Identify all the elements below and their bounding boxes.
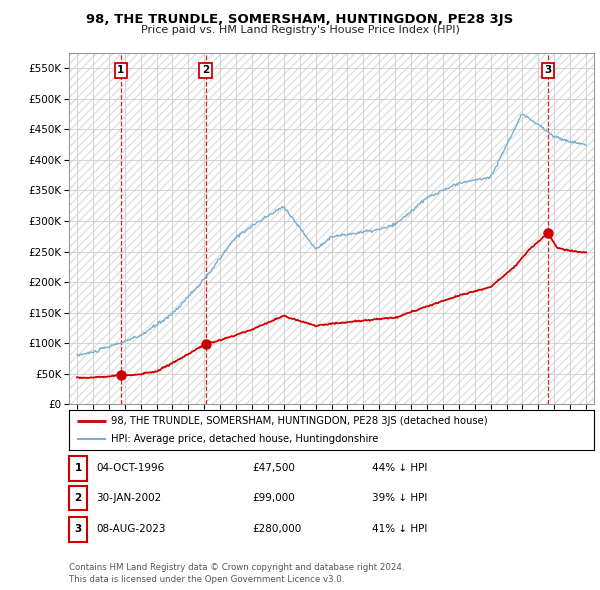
Text: £280,000: £280,000: [252, 525, 301, 534]
Text: £99,000: £99,000: [252, 493, 295, 503]
Text: 2: 2: [74, 493, 82, 503]
Text: 39% ↓ HPI: 39% ↓ HPI: [372, 493, 427, 503]
Text: 1: 1: [117, 65, 124, 76]
Text: 30-JAN-2002: 30-JAN-2002: [96, 493, 161, 503]
Text: 41% ↓ HPI: 41% ↓ HPI: [372, 525, 427, 534]
Text: 3: 3: [544, 65, 551, 76]
Text: 3: 3: [74, 525, 82, 534]
Text: 44% ↓ HPI: 44% ↓ HPI: [372, 464, 427, 473]
Text: This data is licensed under the Open Government Licence v3.0.: This data is licensed under the Open Gov…: [69, 575, 344, 584]
Text: Price paid vs. HM Land Registry's House Price Index (HPI): Price paid vs. HM Land Registry's House …: [140, 25, 460, 35]
Text: 08-AUG-2023: 08-AUG-2023: [96, 525, 166, 534]
Text: 1: 1: [74, 464, 82, 473]
Text: 98, THE TRUNDLE, SOMERSHAM, HUNTINGDON, PE28 3JS: 98, THE TRUNDLE, SOMERSHAM, HUNTINGDON, …: [86, 13, 514, 26]
Text: Contains HM Land Registry data © Crown copyright and database right 2024.: Contains HM Land Registry data © Crown c…: [69, 563, 404, 572]
Text: £47,500: £47,500: [252, 464, 295, 473]
Text: HPI: Average price, detached house, Huntingdonshire: HPI: Average price, detached house, Hunt…: [111, 434, 379, 444]
Text: 04-OCT-1996: 04-OCT-1996: [96, 464, 164, 473]
Text: 98, THE TRUNDLE, SOMERSHAM, HUNTINGDON, PE28 3JS (detached house): 98, THE TRUNDLE, SOMERSHAM, HUNTINGDON, …: [111, 416, 488, 426]
Text: 2: 2: [202, 65, 209, 76]
